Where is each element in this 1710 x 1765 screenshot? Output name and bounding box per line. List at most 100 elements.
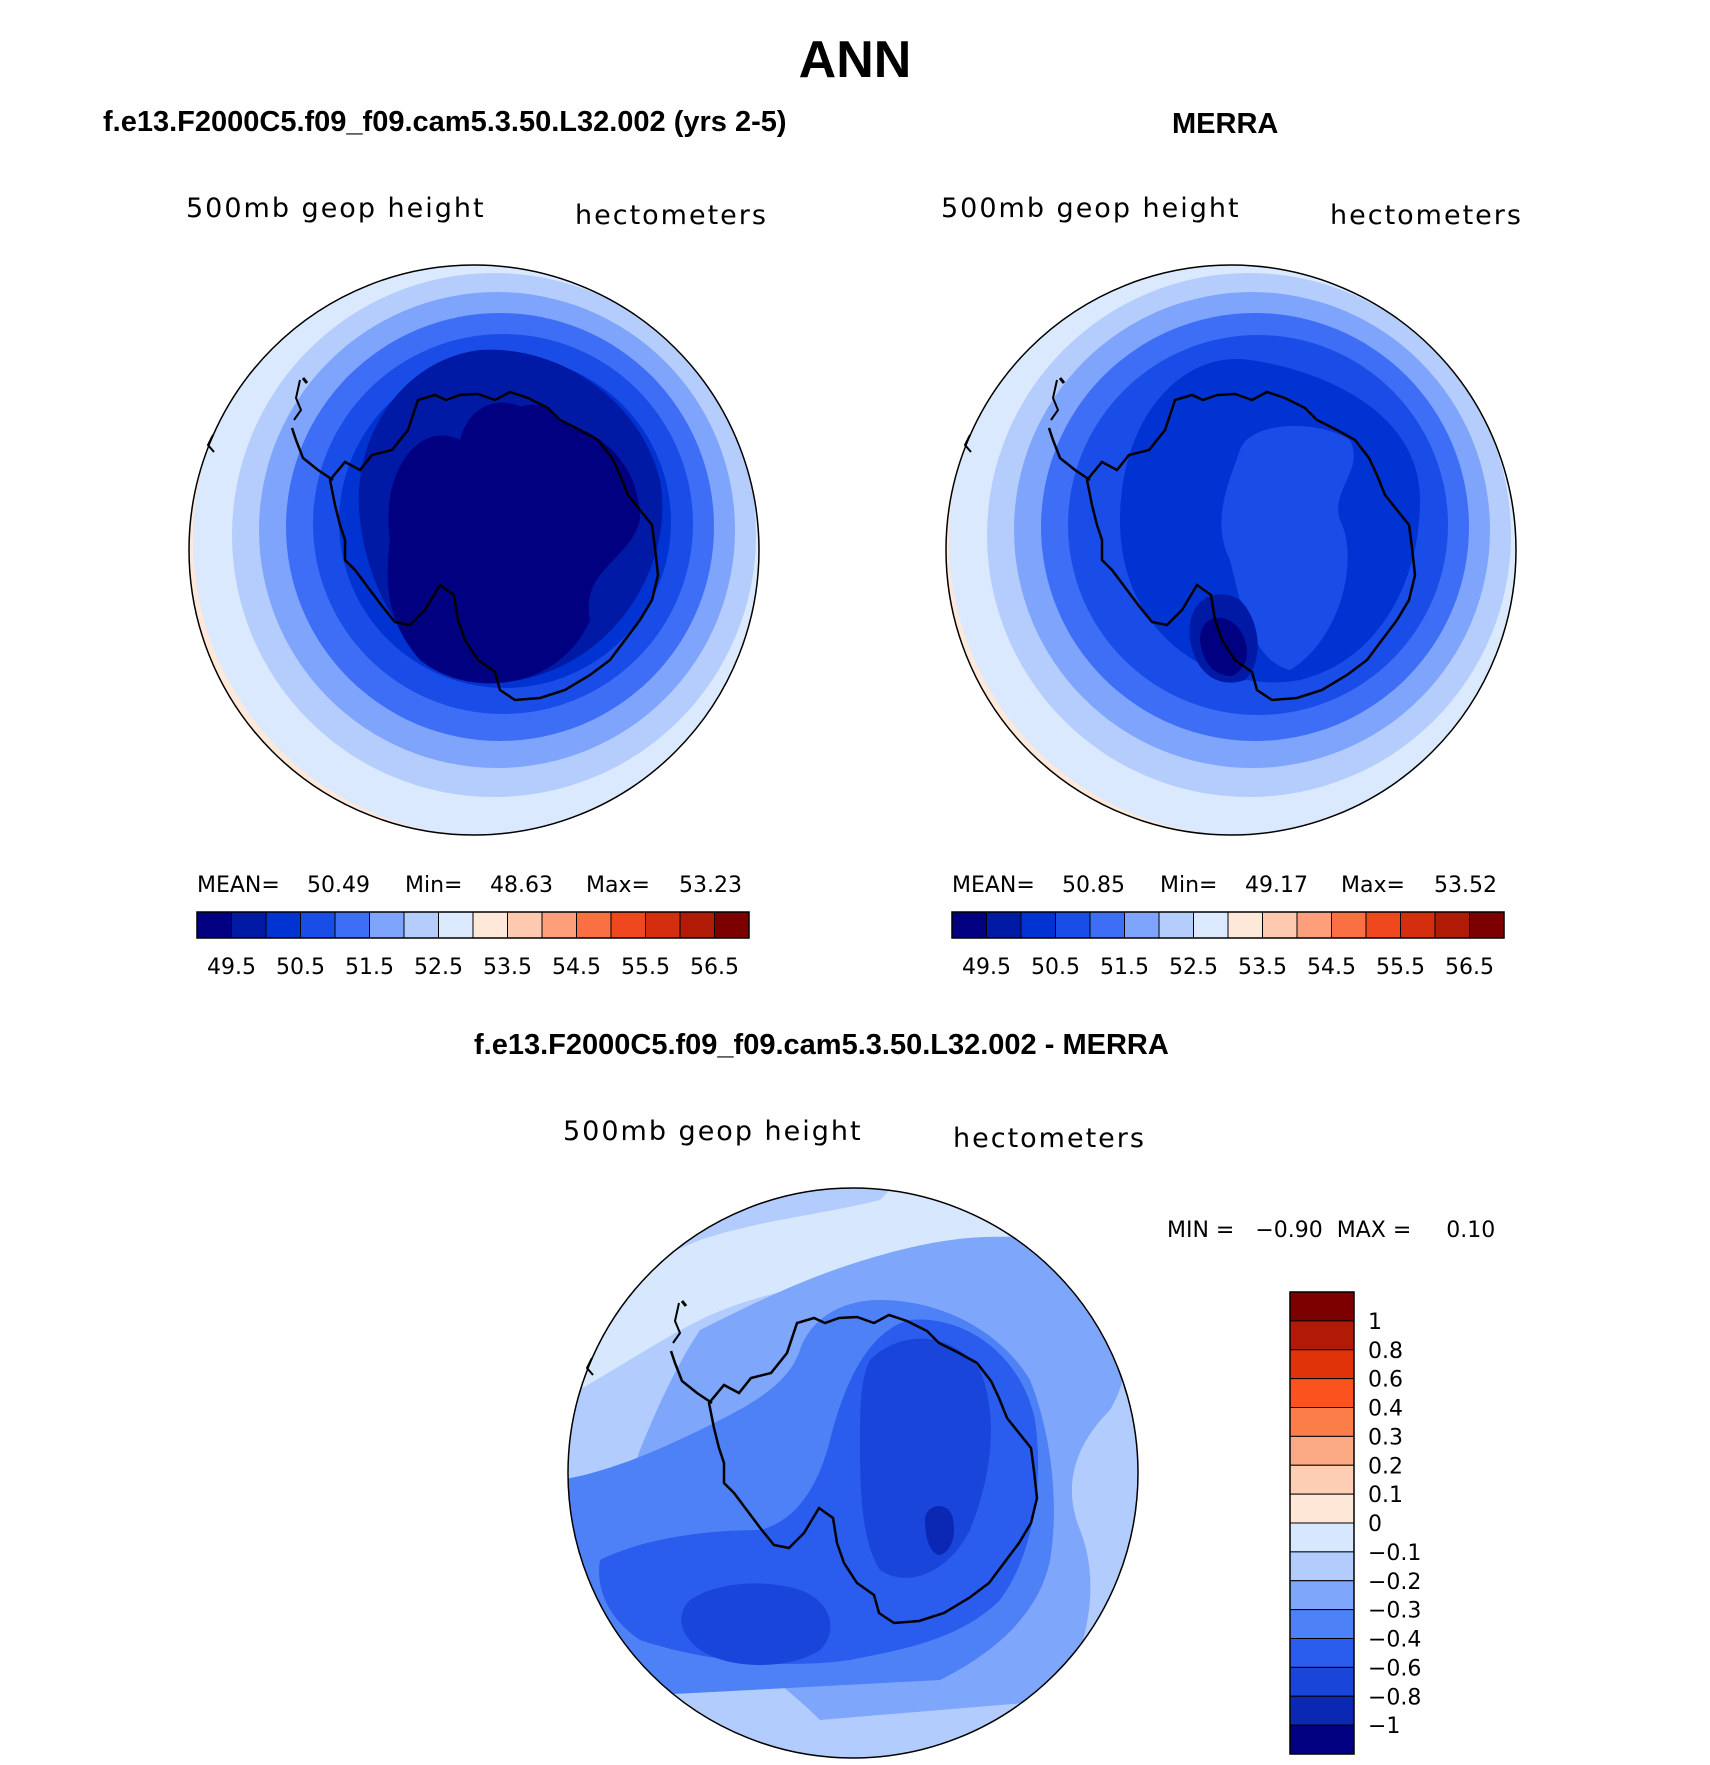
model-colorbar: [196, 911, 750, 939]
obs-colorbar-swatch-7: [1193, 911, 1229, 939]
obs-colorbar-swatch-0: [951, 911, 987, 939]
diff-islands: [672, 1302, 682, 1344]
obs-map: [946, 265, 1516, 835]
model-colorbar-swatch-8: [472, 911, 508, 939]
diff-colorbar-tick-label: −0.1: [1368, 1541, 1421, 1566]
obs-panel-title: MERRA: [1172, 108, 1279, 140]
diff-colorbar-swatch-6: [1289, 1464, 1355, 1495]
model-colorbar-swatch-4: [334, 911, 370, 939]
obs-colorbar-swatch-13: [1400, 911, 1436, 939]
model-colorbar-swatch-14: [679, 911, 715, 939]
model-min-label: Min=: [405, 873, 463, 898]
model-min-value: 48.63: [490, 873, 553, 898]
model-colorbar-tick-label: 52.5: [414, 955, 463, 980]
model-colorbar-swatch-10: [541, 911, 577, 939]
model-colorbar-tick-label: 55.5: [621, 955, 670, 980]
diff-colorbar: [1289, 1291, 1355, 1755]
obs-colorbar-swatch-6: [1158, 911, 1194, 939]
model-colorbar-ticks: 49.5 50.5 51.5 52.5 53.5 54.5 55.5 56.5: [207, 955, 739, 980]
diff-antarctica-coastline: [707, 1313, 1039, 1625]
diff-colorbar-tick-label: −1: [1368, 1714, 1400, 1739]
model-colorbar-swatch-7: [438, 911, 474, 939]
model-colorbar-swatch-11: [576, 911, 612, 939]
model-south-america-tip: [206, 434, 215, 453]
diff-colorbar-tick-label: 0: [1368, 1512, 1382, 1537]
model-colorbar-swatch-15: [714, 911, 750, 939]
obs-min-label: Min=: [1160, 873, 1218, 898]
diff-colorbar-swatch-10: [1289, 1580, 1355, 1611]
obs-mean-label: MEAN=: [952, 873, 1035, 898]
obs-islands: [1050, 379, 1060, 421]
obs-peninsula-coast: [1047, 427, 1091, 482]
diff-colorbar-swatch-3: [1289, 1378, 1355, 1408]
model-colorbar-tick-label: 51.5: [345, 955, 394, 980]
model-mean-label: MEAN=: [197, 873, 280, 898]
diff-map-border: [567, 1187, 1139, 1759]
diff-south-america-tip: [585, 1357, 594, 1376]
diff-colorbar-swatch-8: [1289, 1522, 1355, 1553]
diff-colorbar-tick-label: 0.3: [1368, 1425, 1403, 1450]
obs-colorbar-swatch-3: [1055, 911, 1091, 939]
model-panel-title: f.e13.F2000C5.f09_f09.cam5.3.50.L32.002 …: [103, 106, 787, 138]
diff-contour-minus0.8-b: [860, 1338, 991, 1578]
model-colorbar-swatch-5: [369, 911, 405, 939]
diff-colorbar-swatch-14: [1289, 1695, 1355, 1726]
obs-interior-high: [1221, 426, 1354, 670]
obs-mean-value: 50.85: [1062, 873, 1125, 898]
obs-colorbar-swatch-14: [1434, 911, 1470, 939]
obs-colorbar-swatch-1: [986, 911, 1022, 939]
diff-map: [568, 1188, 1138, 1758]
model-contour-49.5: [387, 402, 640, 684]
diff-colorbar-ticks: 1 0.8 0.6 0.4 0.3 0.2 0.1 0 −0.1 −0.2 −0.3 −0.4 −0.6…: [1368, 1310, 1421, 1739]
obs-colorbar-swatch-9: [1262, 911, 1298, 939]
obs-map-border: [945, 264, 1517, 836]
obs-colorbar-swatch-4: [1089, 911, 1125, 939]
diff-colorbar-tick-label: 0.4: [1368, 1397, 1403, 1422]
diff-colorbar-swatch-5: [1289, 1435, 1355, 1466]
obs-colorbar-tick-label: 52.5: [1169, 955, 1218, 980]
obs-colorbar-swatch-11: [1331, 911, 1367, 939]
diff-colorbar-tick-label: 0.6: [1368, 1368, 1403, 1393]
diff-colorbar-tick-label: 0.2: [1368, 1454, 1403, 1479]
obs-south-america-tip: [963, 434, 972, 453]
model-max-value: 53.23: [679, 873, 742, 898]
model-colorbar-swatch-13: [645, 911, 681, 939]
diff-units-label: hectometers: [953, 1123, 1146, 1154]
diff-colorbar-swatch-1: [1289, 1320, 1355, 1351]
obs-variable-label: 500mb geop height: [941, 193, 1241, 224]
obs-colorbar-tick-label: 49.5: [962, 955, 1011, 980]
diff-colorbar-swatch-13: [1289, 1666, 1355, 1697]
model-mean-value: 50.49: [307, 873, 370, 898]
obs-max-label: Max=: [1341, 873, 1405, 898]
diff-peninsula-coast: [669, 1350, 713, 1405]
diff-colorbar-swatch-4: [1289, 1407, 1355, 1437]
model-colorbar-tick-label: 49.5: [207, 955, 256, 980]
diff-colorbar-tick-label: −0.8: [1368, 1685, 1421, 1710]
obs-colorbar-tick-label: 50.5: [1031, 955, 1080, 980]
obs-colorbar-tick-label: 51.5: [1100, 955, 1149, 980]
model-colorbar-tick-label: 50.5: [276, 955, 325, 980]
model-colorbar-swatch-1: [231, 911, 267, 939]
obs-colorbar-ticks: 49.5 50.5 51.5 52.5 53.5 54.5 55.5 56.5: [962, 955, 1494, 980]
model-colorbar-frame: [196, 911, 750, 939]
diff-colorbar-tick-label: −0.3: [1368, 1599, 1421, 1624]
diff-colorbar-tick-label: −0.6: [1368, 1656, 1421, 1681]
model-antarctica-coastline: [328, 390, 660, 702]
model-map: [189, 265, 759, 835]
diff-colorbar-swatch-12: [1289, 1638, 1355, 1668]
model-variable-label: 500mb geop height: [186, 193, 486, 224]
diff-colorbar-tick-label: 0.1: [1368, 1483, 1403, 1508]
page-title: ANN: [798, 31, 912, 89]
diff-colorbar-tick-label: −0.2: [1368, 1570, 1421, 1595]
model-low-center: [500, 404, 562, 451]
obs-colorbar: [951, 911, 1505, 939]
obs-colorbar-tick-label: 53.5: [1238, 955, 1287, 980]
obs-colorbar-swatch-15: [1469, 911, 1505, 939]
model-colorbar-swatch-12: [610, 911, 646, 939]
obs-min-value: 49.17: [1245, 873, 1308, 898]
obs-colorbar-tick-label: 56.5: [1445, 955, 1494, 980]
diff-contour-minus0.8-a: [681, 1583, 831, 1665]
diff-colorbar-tick-label: 0.8: [1368, 1339, 1403, 1364]
model-islands: [293, 379, 303, 421]
